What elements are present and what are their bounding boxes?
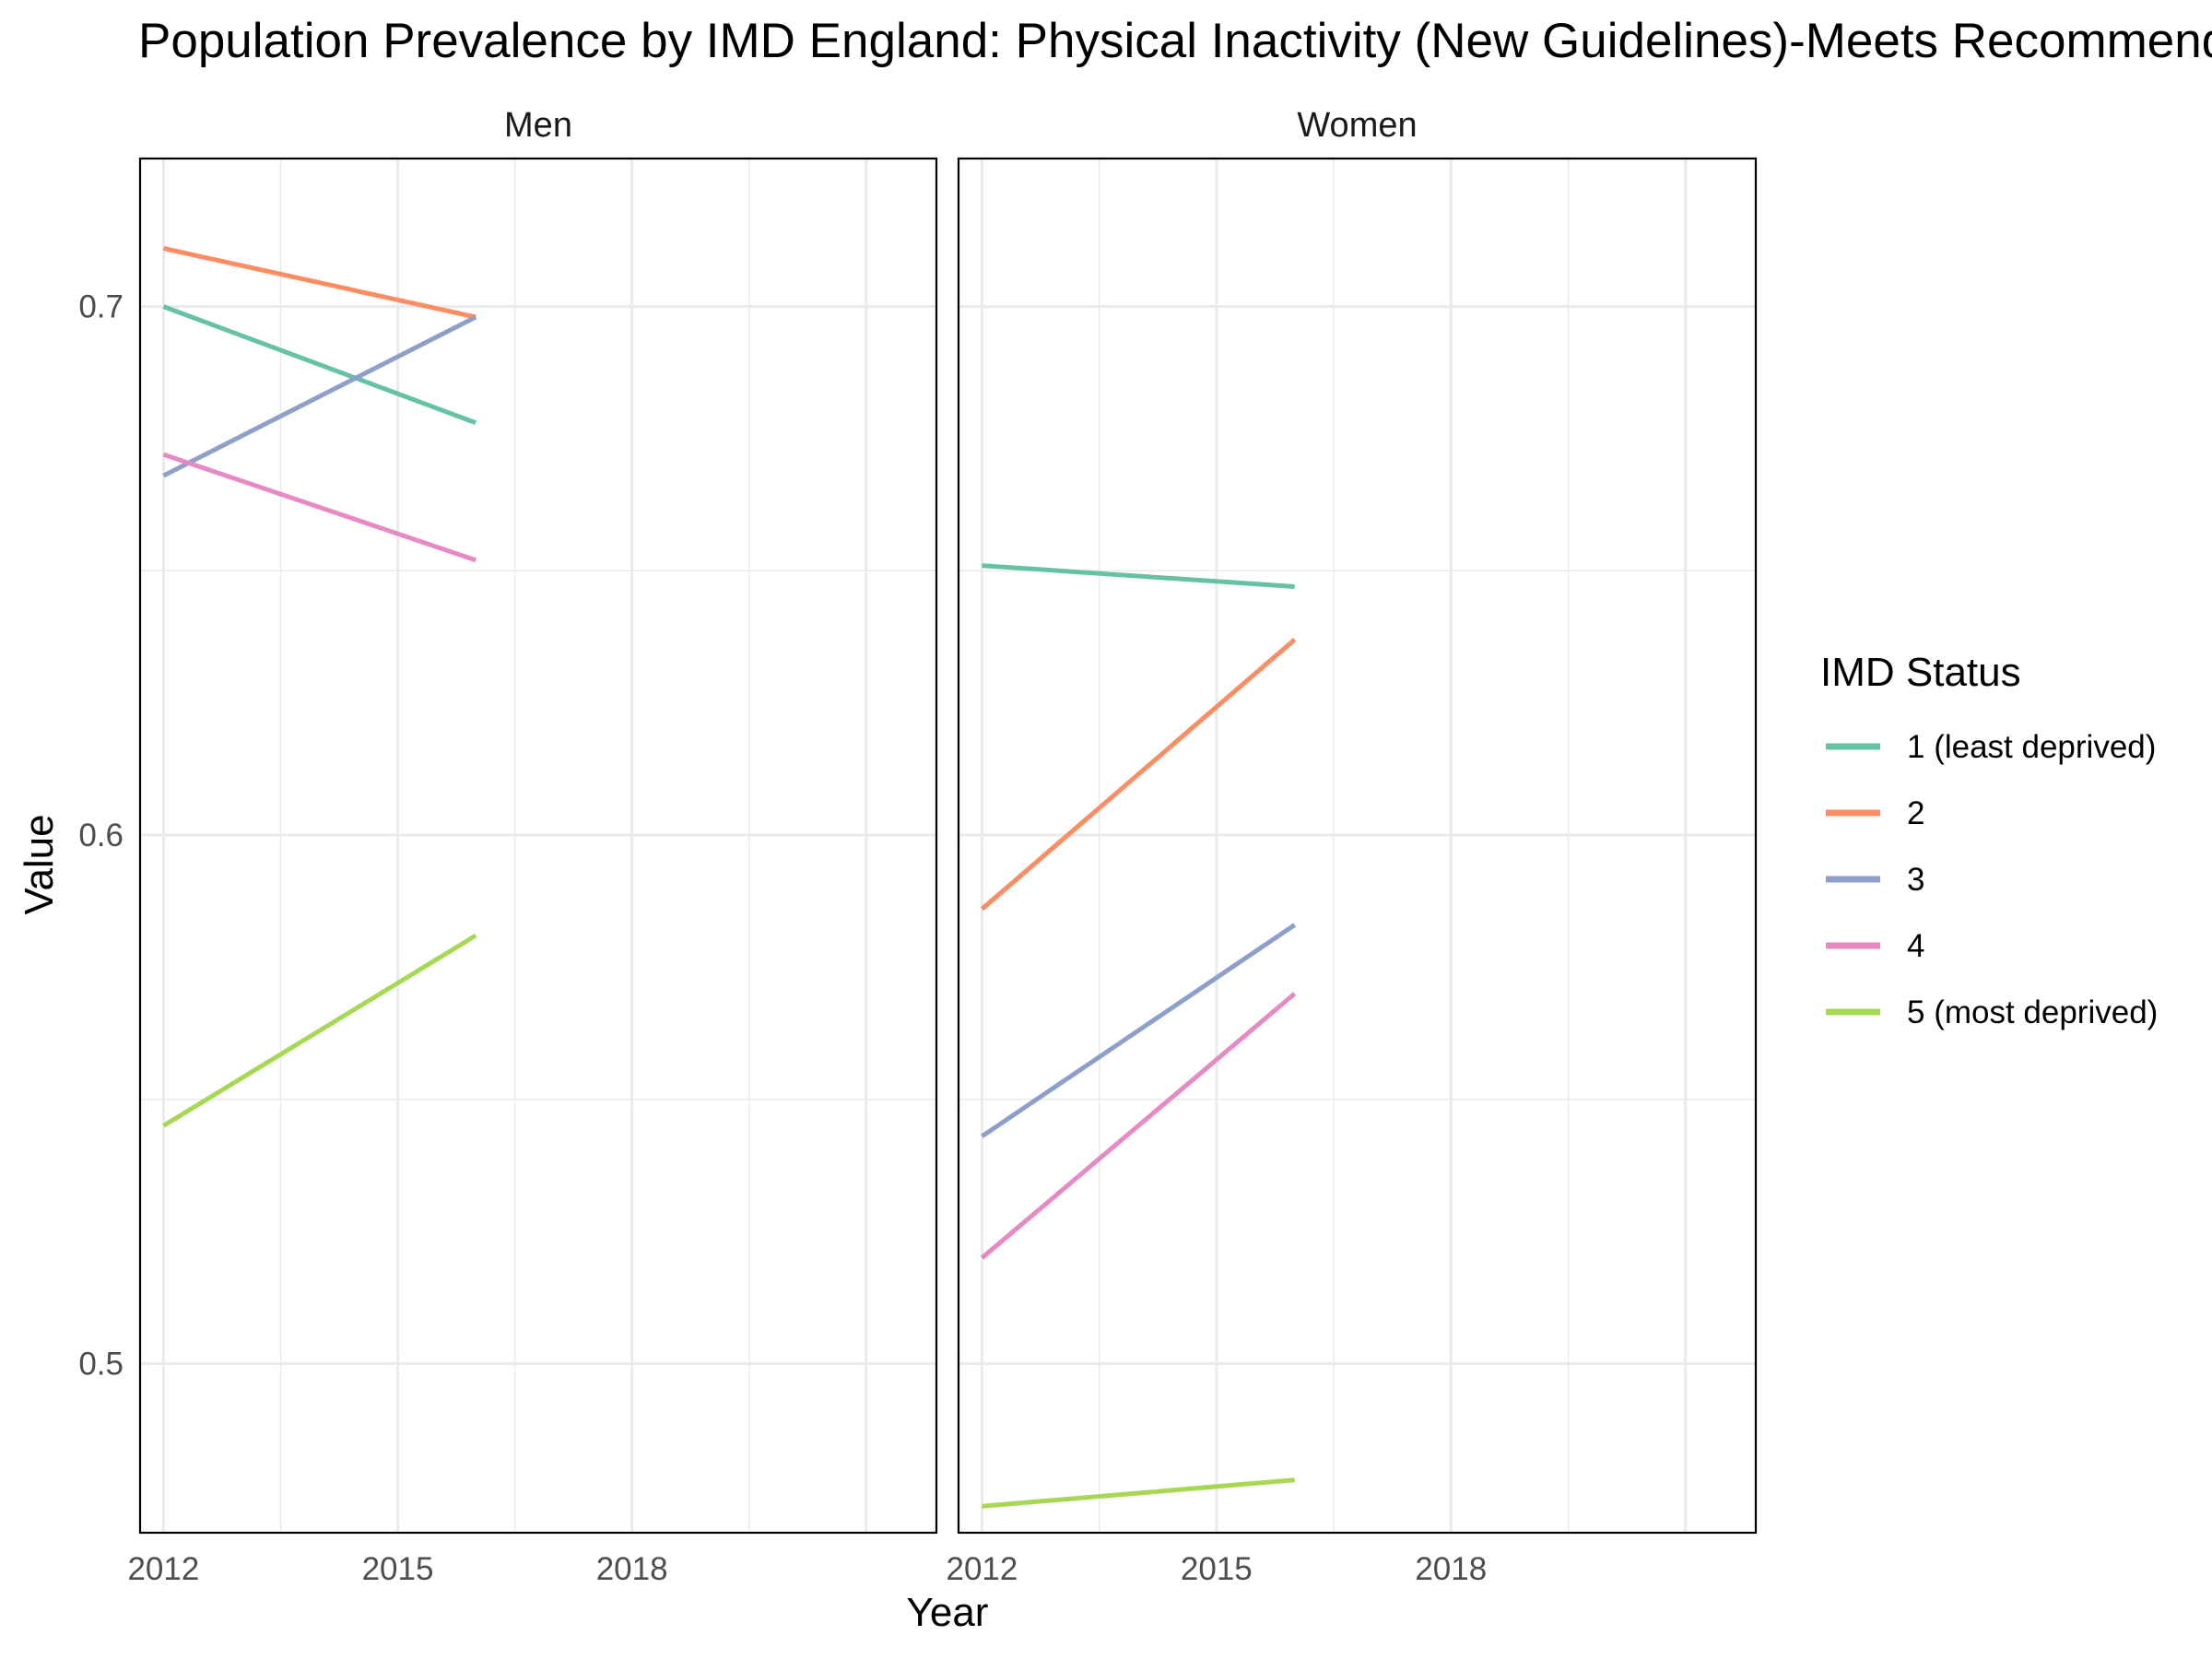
legend-item: 3 — [1826, 862, 1924, 898]
series-line-men-imd-4 — [162, 452, 477, 563]
panels: Men 2012 2015 2018 0.5 0.6 0.7 Women 2012 2015 201… — [78, 106, 1758, 1587]
x-tick-label: 2012 — [127, 1551, 199, 1587]
legend-item: 5 (most deprived) — [1826, 994, 2158, 1030]
series-line-men-imd-2 — [162, 246, 477, 320]
legend-item: 4 — [1826, 928, 1924, 964]
series-line-women-imd-1 — [982, 563, 1295, 589]
x-tick-label: 2015 — [1181, 1551, 1253, 1587]
legend-label: 3 — [1907, 862, 1924, 898]
x-tick-label: 2015 — [362, 1551, 434, 1587]
series-line-women-imd-3 — [980, 923, 1297, 1138]
x-axis-title: Year — [907, 1590, 989, 1635]
x-tick-label: 2018 — [1415, 1551, 1487, 1587]
y-axis-title: Value — [17, 814, 62, 914]
series-line-men-imd-5 — [162, 933, 477, 1128]
legend-item: 1 (least deprived) — [1826, 729, 2156, 765]
legend-label: 5 (most deprived) — [1907, 994, 2158, 1030]
legend-title: IMD Status — [1820, 650, 2021, 695]
panel-women: Women 2012 2015 2018 — [947, 106, 1758, 1587]
panel-border — [957, 157, 1758, 1535]
panel-men: Men 2012 2015 2018 0.5 0.6 0.7 — [78, 106, 938, 1587]
legend-items: 1 (least deprived) 2 3 4 5 (most deprived) — [1826, 729, 2158, 1030]
legend-label: 4 — [1907, 928, 1924, 964]
y-tick-label: 0.7 — [78, 289, 124, 325]
legend: IMD Status 1 (least deprived) 2 3 4 5 (most … — [1820, 650, 2158, 1030]
y-tick-label: 0.6 — [78, 818, 124, 853]
panel-border — [138, 157, 938, 1535]
facet-label-men: Men — [504, 106, 572, 145]
series-line-men-imd-3 — [162, 314, 477, 478]
x-tick-label: 2012 — [947, 1551, 1018, 1587]
x-tick-label: 2018 — [596, 1551, 668, 1587]
legend-item: 2 — [1826, 795, 1924, 831]
y-tick-label: 0.5 — [78, 1346, 124, 1382]
legend-label: 1 (least deprived) — [1907, 729, 2156, 765]
series-line-women-imd-2 — [980, 638, 1297, 912]
series-line-women-imd-4 — [980, 992, 1297, 1260]
facet-label-women: Women — [1297, 106, 1417, 145]
chart-title: Population Prevalence by IMD England: Ph… — [138, 14, 2212, 68]
series-line-women-imd-5 — [982, 1477, 1295, 1509]
series-line-men-imd-1 — [162, 304, 477, 426]
legend-label: 2 — [1907, 795, 1924, 831]
